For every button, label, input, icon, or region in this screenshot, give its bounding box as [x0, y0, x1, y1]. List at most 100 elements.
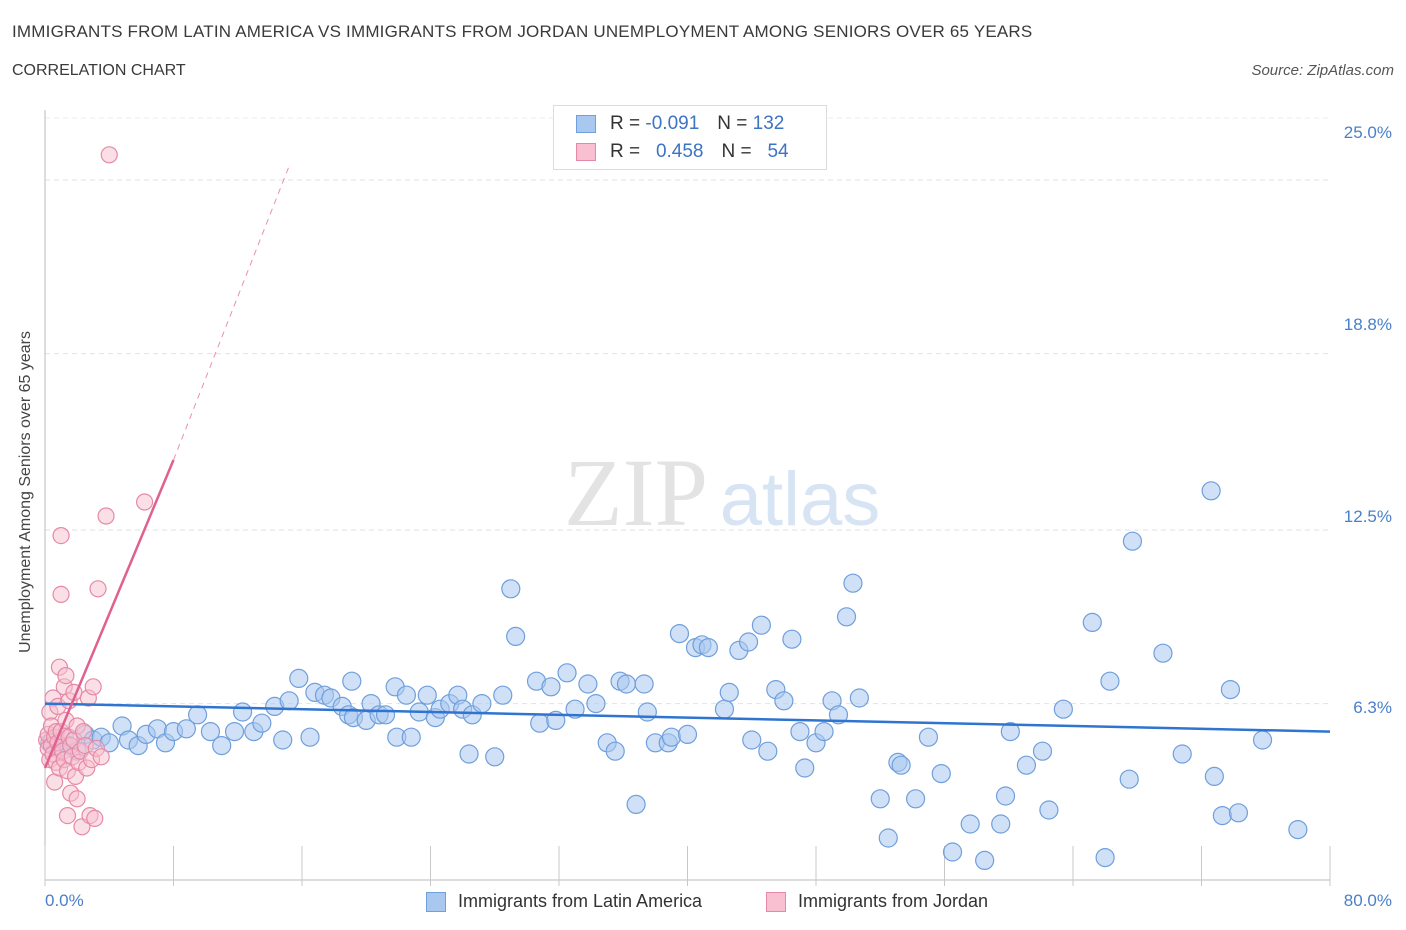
- data-point-latin: [843, 573, 863, 593]
- data-point-latin: [342, 671, 362, 691]
- data-point-latin: [1172, 744, 1192, 764]
- trend-line-latin: [44, 702, 1331, 733]
- chart-title: IMMIGRANTS FROM LATIN AMERICA VS IMMIGRA…: [12, 22, 1033, 41]
- data-point-jordan: [97, 507, 115, 525]
- data-point-latin: [870, 789, 890, 809]
- data-point-latin: [224, 721, 245, 742]
- data-point-latin: [1201, 481, 1221, 501]
- watermark-zip: ZIP: [564, 439, 708, 546]
- data-point-latin: [417, 685, 437, 705]
- y-tick-label: 25.0%: [1343, 123, 1392, 142]
- data-point-latin: [931, 763, 951, 784]
- data-point-latin: [1119, 769, 1139, 789]
- data-point-latin: [472, 693, 492, 714]
- data-point-latin: [1032, 741, 1053, 761]
- bottom-legend-swatch-latin: [426, 891, 446, 912]
- data-point-latin: [677, 724, 698, 745]
- data-point-jordan: [52, 585, 70, 604]
- data-point-latin: [506, 626, 526, 647]
- data-point-latin: [836, 607, 857, 627]
- data-point-latin: [878, 828, 898, 848]
- data-point-latin: [252, 713, 272, 733]
- watermark-atlas: atlas: [720, 457, 881, 542]
- data-point-latin: [905, 789, 926, 809]
- data-point-latin: [273, 730, 293, 750]
- data-point-jordan: [89, 580, 107, 598]
- data-point-latin: [758, 741, 778, 761]
- data-point-jordan: [100, 146, 118, 164]
- data-point-latin: [493, 685, 513, 705]
- data-point-latin: [279, 691, 299, 711]
- legend-n-label: N =: [717, 113, 748, 134]
- data-point-latin: [289, 668, 309, 689]
- data-point-latin: [541, 677, 561, 697]
- data-point-jordan: [68, 790, 86, 808]
- data-point-latin: [557, 663, 577, 683]
- data-point-jordan: [58, 806, 77, 825]
- legend-r-value: 0.458: [655, 141, 704, 162]
- data-point-latin: [187, 705, 208, 725]
- data-point-latin: [795, 758, 815, 778]
- data-point-latin: [1288, 819, 1308, 840]
- data-point-latin: [616, 674, 637, 694]
- data-point-latin: [396, 685, 417, 705]
- data-point-latin: [530, 713, 550, 733]
- data-point-latin: [774, 691, 794, 711]
- data-point-latin: [1100, 671, 1120, 691]
- x-tick-label-max: 80.0%: [1343, 891, 1392, 910]
- data-point-latin: [578, 674, 598, 694]
- data-point-jordan: [52, 526, 70, 545]
- data-point-latin: [782, 629, 802, 649]
- data-point-latin: [991, 814, 1011, 834]
- legend-swatch-latin: [576, 115, 596, 133]
- data-point-latin: [995, 786, 1016, 806]
- data-point-latin: [738, 632, 759, 652]
- data-point-latin: [1095, 847, 1115, 868]
- data-point-latin: [212, 735, 232, 756]
- data-point-latin: [1220, 679, 1241, 700]
- data-point-latin: [1122, 531, 1143, 551]
- bottom-legend-label-latin: Immigrants from Latin America: [458, 891, 703, 911]
- data-point-latin: [1082, 612, 1102, 633]
- data-point-latin: [849, 688, 869, 708]
- bottom-legend-swatch-jordan: [766, 891, 786, 912]
- legend-row-latin: R = -0.091 N = 132: [576, 111, 784, 137]
- data-point-latin: [485, 747, 505, 767]
- source-label: Source: ZipAtlas.com: [1251, 62, 1394, 79]
- data-point-latin: [828, 705, 849, 725]
- gridlines: [45, 117, 1330, 705]
- data-point-latin: [719, 682, 739, 703]
- data-point-latin: [790, 721, 810, 742]
- data-point-latin: [565, 699, 585, 719]
- data-point-latin: [501, 579, 521, 599]
- data-point-latin: [1039, 800, 1059, 820]
- data-point-latin: [814, 721, 834, 742]
- watermark: ZIP atlas: [564, 439, 880, 546]
- bottom-legend-latin: Immigrants from Latin America: [426, 891, 702, 912]
- series-latin-america: [40, 481, 1308, 871]
- data-point-latin: [1000, 721, 1020, 742]
- correlation-legend: R = -0.091 N = 132 R = 0.458 N = 54: [553, 105, 827, 170]
- legend-n-label: N =: [721, 141, 752, 162]
- data-point-latin: [176, 719, 196, 739]
- legend-r-value: -0.091: [645, 113, 700, 134]
- data-point-latin: [300, 727, 320, 747]
- data-point-latin: [605, 741, 625, 761]
- data-point-latin: [975, 850, 995, 871]
- data-point-latin: [1204, 766, 1224, 787]
- data-point-latin: [698, 637, 718, 658]
- data-point-latin: [661, 727, 682, 747]
- y-axis-label: Unemployment Among Seniors over 65 years: [17, 331, 34, 653]
- data-point-latin: [751, 615, 771, 635]
- data-point-latin: [960, 814, 980, 834]
- data-point-latin: [918, 727, 939, 747]
- x-tick-label-min: 0.0%: [45, 891, 84, 910]
- y-tick-label: 6.3%: [1353, 698, 1392, 717]
- data-point-latin: [891, 755, 911, 775]
- trend-line-jordan: [43, 459, 175, 769]
- data-point-latin: [637, 702, 657, 722]
- data-point-latin: [1228, 803, 1249, 823]
- data-point-latin: [669, 623, 690, 644]
- data-point-jordan: [135, 493, 154, 511]
